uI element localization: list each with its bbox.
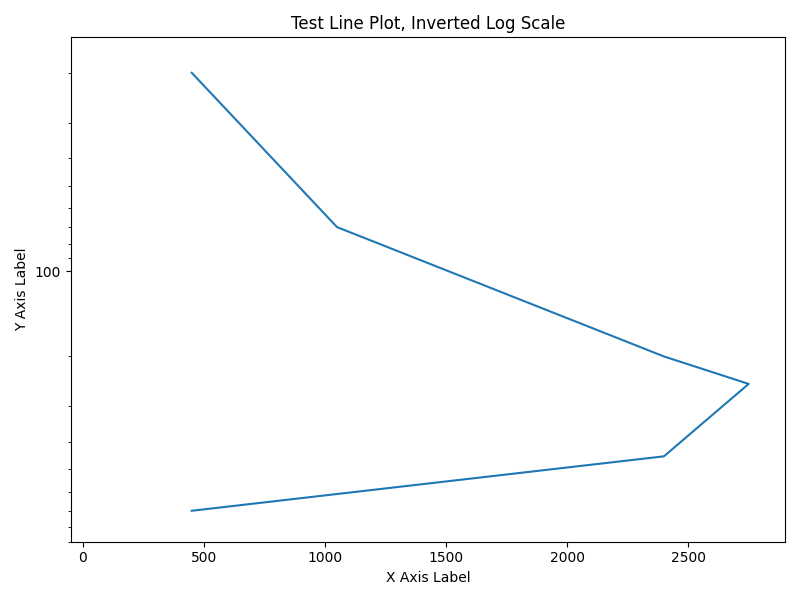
Y-axis label: Y Axis Label: Y Axis Label [15, 248, 29, 331]
Title: Test Line Plot, Inverted Log Scale: Test Line Plot, Inverted Log Scale [290, 15, 565, 33]
X-axis label: X Axis Label: X Axis Label [386, 571, 470, 585]
